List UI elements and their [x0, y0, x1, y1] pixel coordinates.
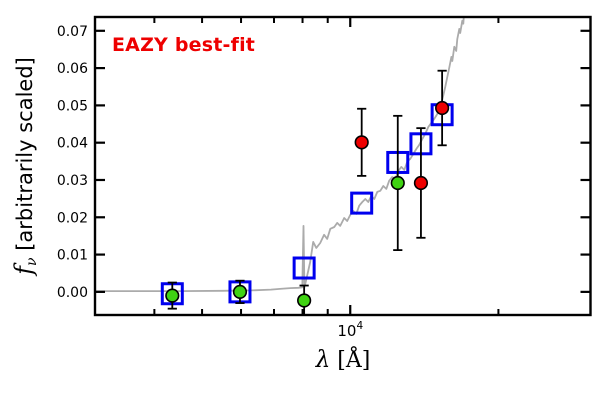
x-axis-label: λ [Å] [316, 347, 371, 373]
fnu-symbol: f [10, 265, 38, 275]
eazy-model-spectrum [95, 17, 465, 292]
y-tick-label: 0.02 [57, 210, 88, 226]
y-tick-label: 0.05 [57, 98, 88, 114]
axes-layer: 104 0.00 0.01 0.02 0.03 0.04 0.05 0.06 0.07 [57, 15, 592, 340]
observed-photometry-red-marker [354, 135, 369, 150]
best-fit-annotation: EAZY best-fit [112, 34, 256, 56]
eazy-model-photometry-marker [292, 256, 316, 280]
y-tick-label: 0.04 [57, 136, 88, 152]
observed-photometry-green-marker [297, 293, 312, 308]
y-tick-label: 0.01 [57, 248, 88, 264]
y-tick-label: 0.06 [57, 61, 88, 77]
y-axis-label: fν [arbitrarily scaled] [10, 57, 40, 275]
x-tick-label: 104 [337, 320, 363, 340]
observed-photometry-green-marker [390, 175, 405, 191]
observed-photometry-layer [165, 100, 450, 308]
fnu-subscript: ν [24, 257, 40, 266]
y-tick-label: 0.00 [57, 285, 88, 301]
observed-photometry-green-marker [232, 284, 248, 299]
observed-photometry-red-marker [435, 100, 450, 116]
observed-photometry-green-marker [165, 288, 180, 303]
x-axis-unit: [Å] [330, 348, 371, 373]
observed-photometry-red-marker [413, 175, 429, 191]
y-axis-unit: [arbitrarily scaled] [13, 57, 37, 258]
axes-spines [93, 15, 592, 317]
y-tick-label: 0.03 [57, 173, 88, 189]
lambda-symbol: λ [315, 347, 331, 373]
y-tick-label: 0.07 [57, 24, 88, 40]
spectrum-layer [95, 17, 465, 292]
eazy-model-photometry-marker [350, 191, 374, 215]
